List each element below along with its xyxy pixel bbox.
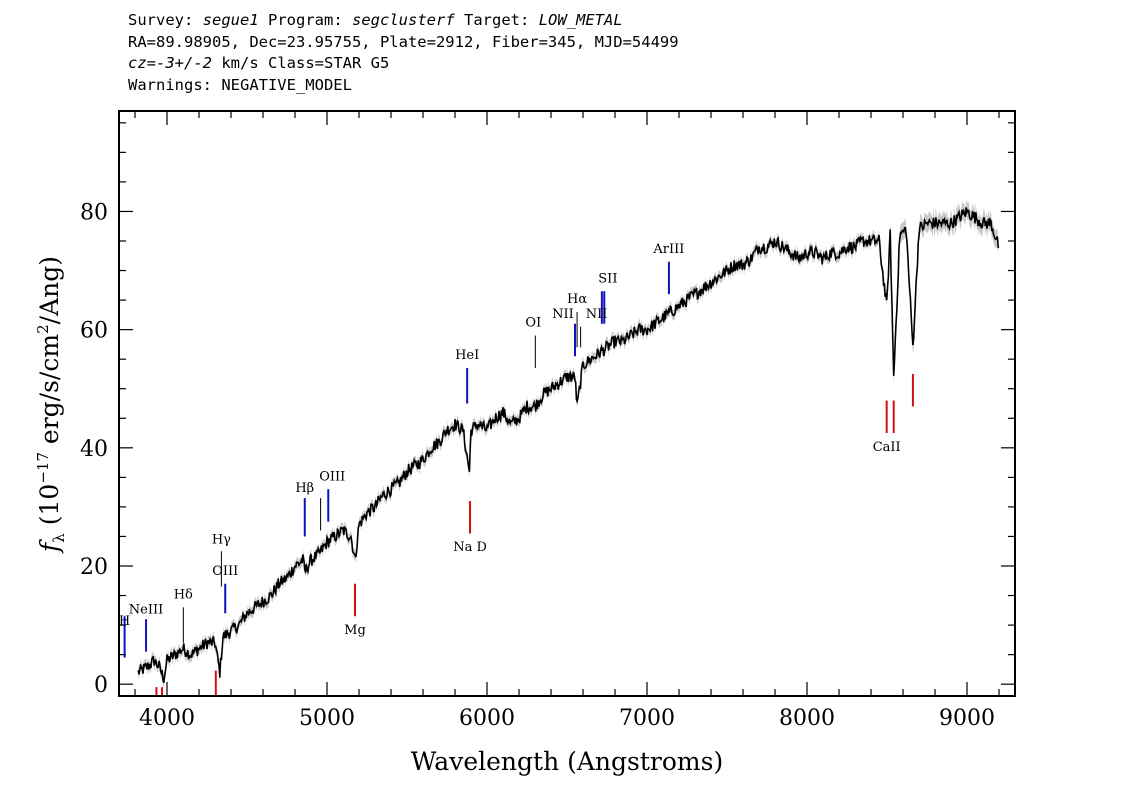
ylabel-sub: λ — [50, 533, 68, 543]
absorption-label: Mg — [344, 623, 366, 638]
spectrum-line — [137, 207, 1000, 683]
x-tick-label: 8000 — [779, 706, 835, 731]
line-label: Hα — [567, 292, 587, 307]
line-label: NII — [586, 307, 608, 322]
spectrum-header: Survey: segue1 Program: segclusterf Targ… — [128, 10, 679, 96]
x-tick-label: 7000 — [619, 706, 675, 731]
absorption-label: Na D — [453, 540, 487, 555]
y-tick-label: 40 — [80, 437, 108, 462]
header-line-cz: cz=-3+/-2 km/s Class=STAR G5 — [128, 53, 679, 75]
class-text: km/s Class=STAR G5 — [212, 54, 390, 72]
line-label: NII — [552, 307, 574, 322]
x-tick-labels: 4000 5000 6000 7000 8000 9000 — [139, 706, 995, 731]
line-label: OI — [525, 316, 541, 331]
ylabel-sq: 2 — [34, 324, 52, 334]
x-axis-title: Wavelength (Angstroms) — [411, 747, 723, 776]
line-markers — [123, 261, 914, 696]
y-tick-label: 60 — [80, 319, 108, 344]
header-line-warnings: Warnings: NEGATIVE_MODEL — [128, 75, 352, 94]
y-axis-title: fλ (10−17 erg/s/cm2/Ang) — [34, 256, 68, 554]
line-label: SII — [598, 271, 617, 286]
x-tick-label: 6000 — [459, 706, 515, 731]
line-label: OIII — [212, 564, 238, 579]
ylabel-open: (10 — [35, 484, 64, 534]
target-value: LOW_METAL — [538, 11, 623, 29]
x-tick-label: 4000 — [139, 706, 195, 731]
program-key: Program: — [268, 11, 343, 29]
cz-value: -3+/-2 — [156, 54, 212, 72]
x-tick-label: 5000 — [299, 706, 355, 731]
line-label: NeIII — [129, 602, 163, 617]
line-label: OIII — [319, 469, 345, 484]
ylabel-mid: erg/s/cm — [35, 334, 64, 452]
ylabel-f: f — [35, 539, 64, 554]
line-label: Hδ — [174, 588, 193, 603]
line-label: Hβ — [295, 481, 314, 496]
y-tick-label: 0 — [94, 673, 108, 698]
y-tick-label: 80 — [80, 200, 108, 225]
line-label: Hγ — [212, 533, 231, 548]
y-tick-labels: 0 20 40 60 80 — [80, 200, 108, 698]
plot-frame — [118, 110, 1016, 697]
absorption-label: CaII — [873, 440, 901, 455]
ylabel-exp: −17 — [34, 452, 52, 484]
line-label: H — [119, 614, 130, 629]
line-label: ArIII — [652, 242, 684, 257]
survey-value: segue1 — [202, 11, 259, 29]
header-line-coords: RA=89.98905, Dec=23.95755, Plate=2912, F… — [128, 32, 679, 51]
line-label: HeI — [455, 348, 479, 363]
header-line-survey: Survey: segue1 Program: segclusterf Targ… — [128, 10, 679, 32]
target-key: Target: — [464, 11, 530, 29]
x-tick-label: 9000 — [939, 706, 995, 731]
y-tick-label: 20 — [80, 555, 108, 580]
survey-key: Survey: — [128, 11, 194, 29]
error-band — [138, 198, 999, 688]
series-group — [137, 207, 1000, 683]
ylabel-close: /Ang) — [35, 256, 64, 324]
error-band-shape — [138, 198, 999, 688]
cz-key: cz= — [128, 54, 156, 72]
program-value: segclusterf — [352, 11, 455, 29]
axis-ticks — [119, 111, 1015, 696]
